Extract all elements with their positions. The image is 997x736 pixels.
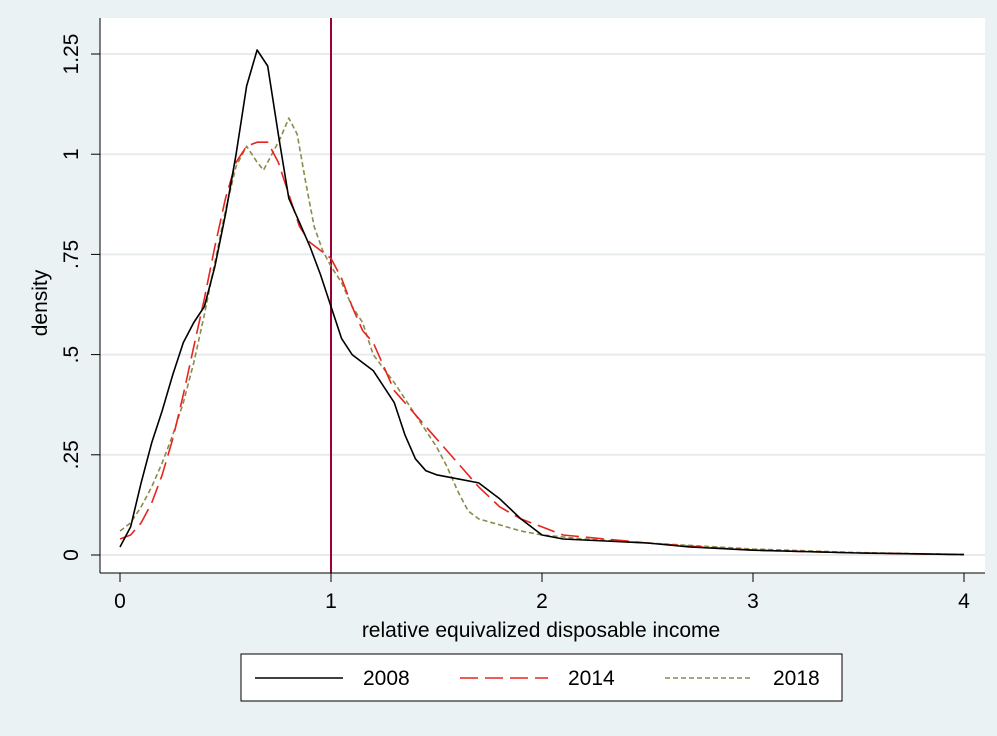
series-line-2008 (119, 49, 965, 556)
x-ticks: 0 1 2 3 4 (114, 573, 970, 613)
grid-lines (100, 53, 985, 556)
y-tick-label-1: .25 (60, 440, 83, 469)
plot-area (100, 18, 985, 573)
x-tick-label-4: 4 (958, 590, 970, 613)
y-ticks: 0 .25 .5 .75 1 1.25 (60, 34, 100, 561)
series-layer (119, 49, 965, 556)
y-tick-label-0: 0 (60, 549, 83, 561)
legend-label-2018: 2018 (773, 667, 820, 690)
x-tick-label-0: 0 (114, 590, 126, 613)
x-tick-label-2: 2 (536, 590, 548, 613)
series-line-2018 (119, 117, 965, 556)
legend-label-2014: 2014 (568, 667, 615, 690)
y-tick-label-4: 1 (60, 148, 83, 160)
legend-label-2008: 2008 (363, 667, 410, 690)
y-axis-label: density (29, 269, 52, 336)
x-tick-label-3: 3 (747, 590, 759, 613)
y-tick-label-5: 1.25 (60, 34, 83, 75)
legend: 2008 2014 2018 (240, 653, 843, 702)
y-tick-label-3: .75 (60, 240, 83, 269)
x-axis-label: relative equivalized disposable income (362, 619, 720, 642)
y-tick-label-2: .5 (60, 346, 83, 364)
x-tick-label-1: 1 (325, 590, 337, 613)
series-line-2014 (119, 141, 965, 556)
